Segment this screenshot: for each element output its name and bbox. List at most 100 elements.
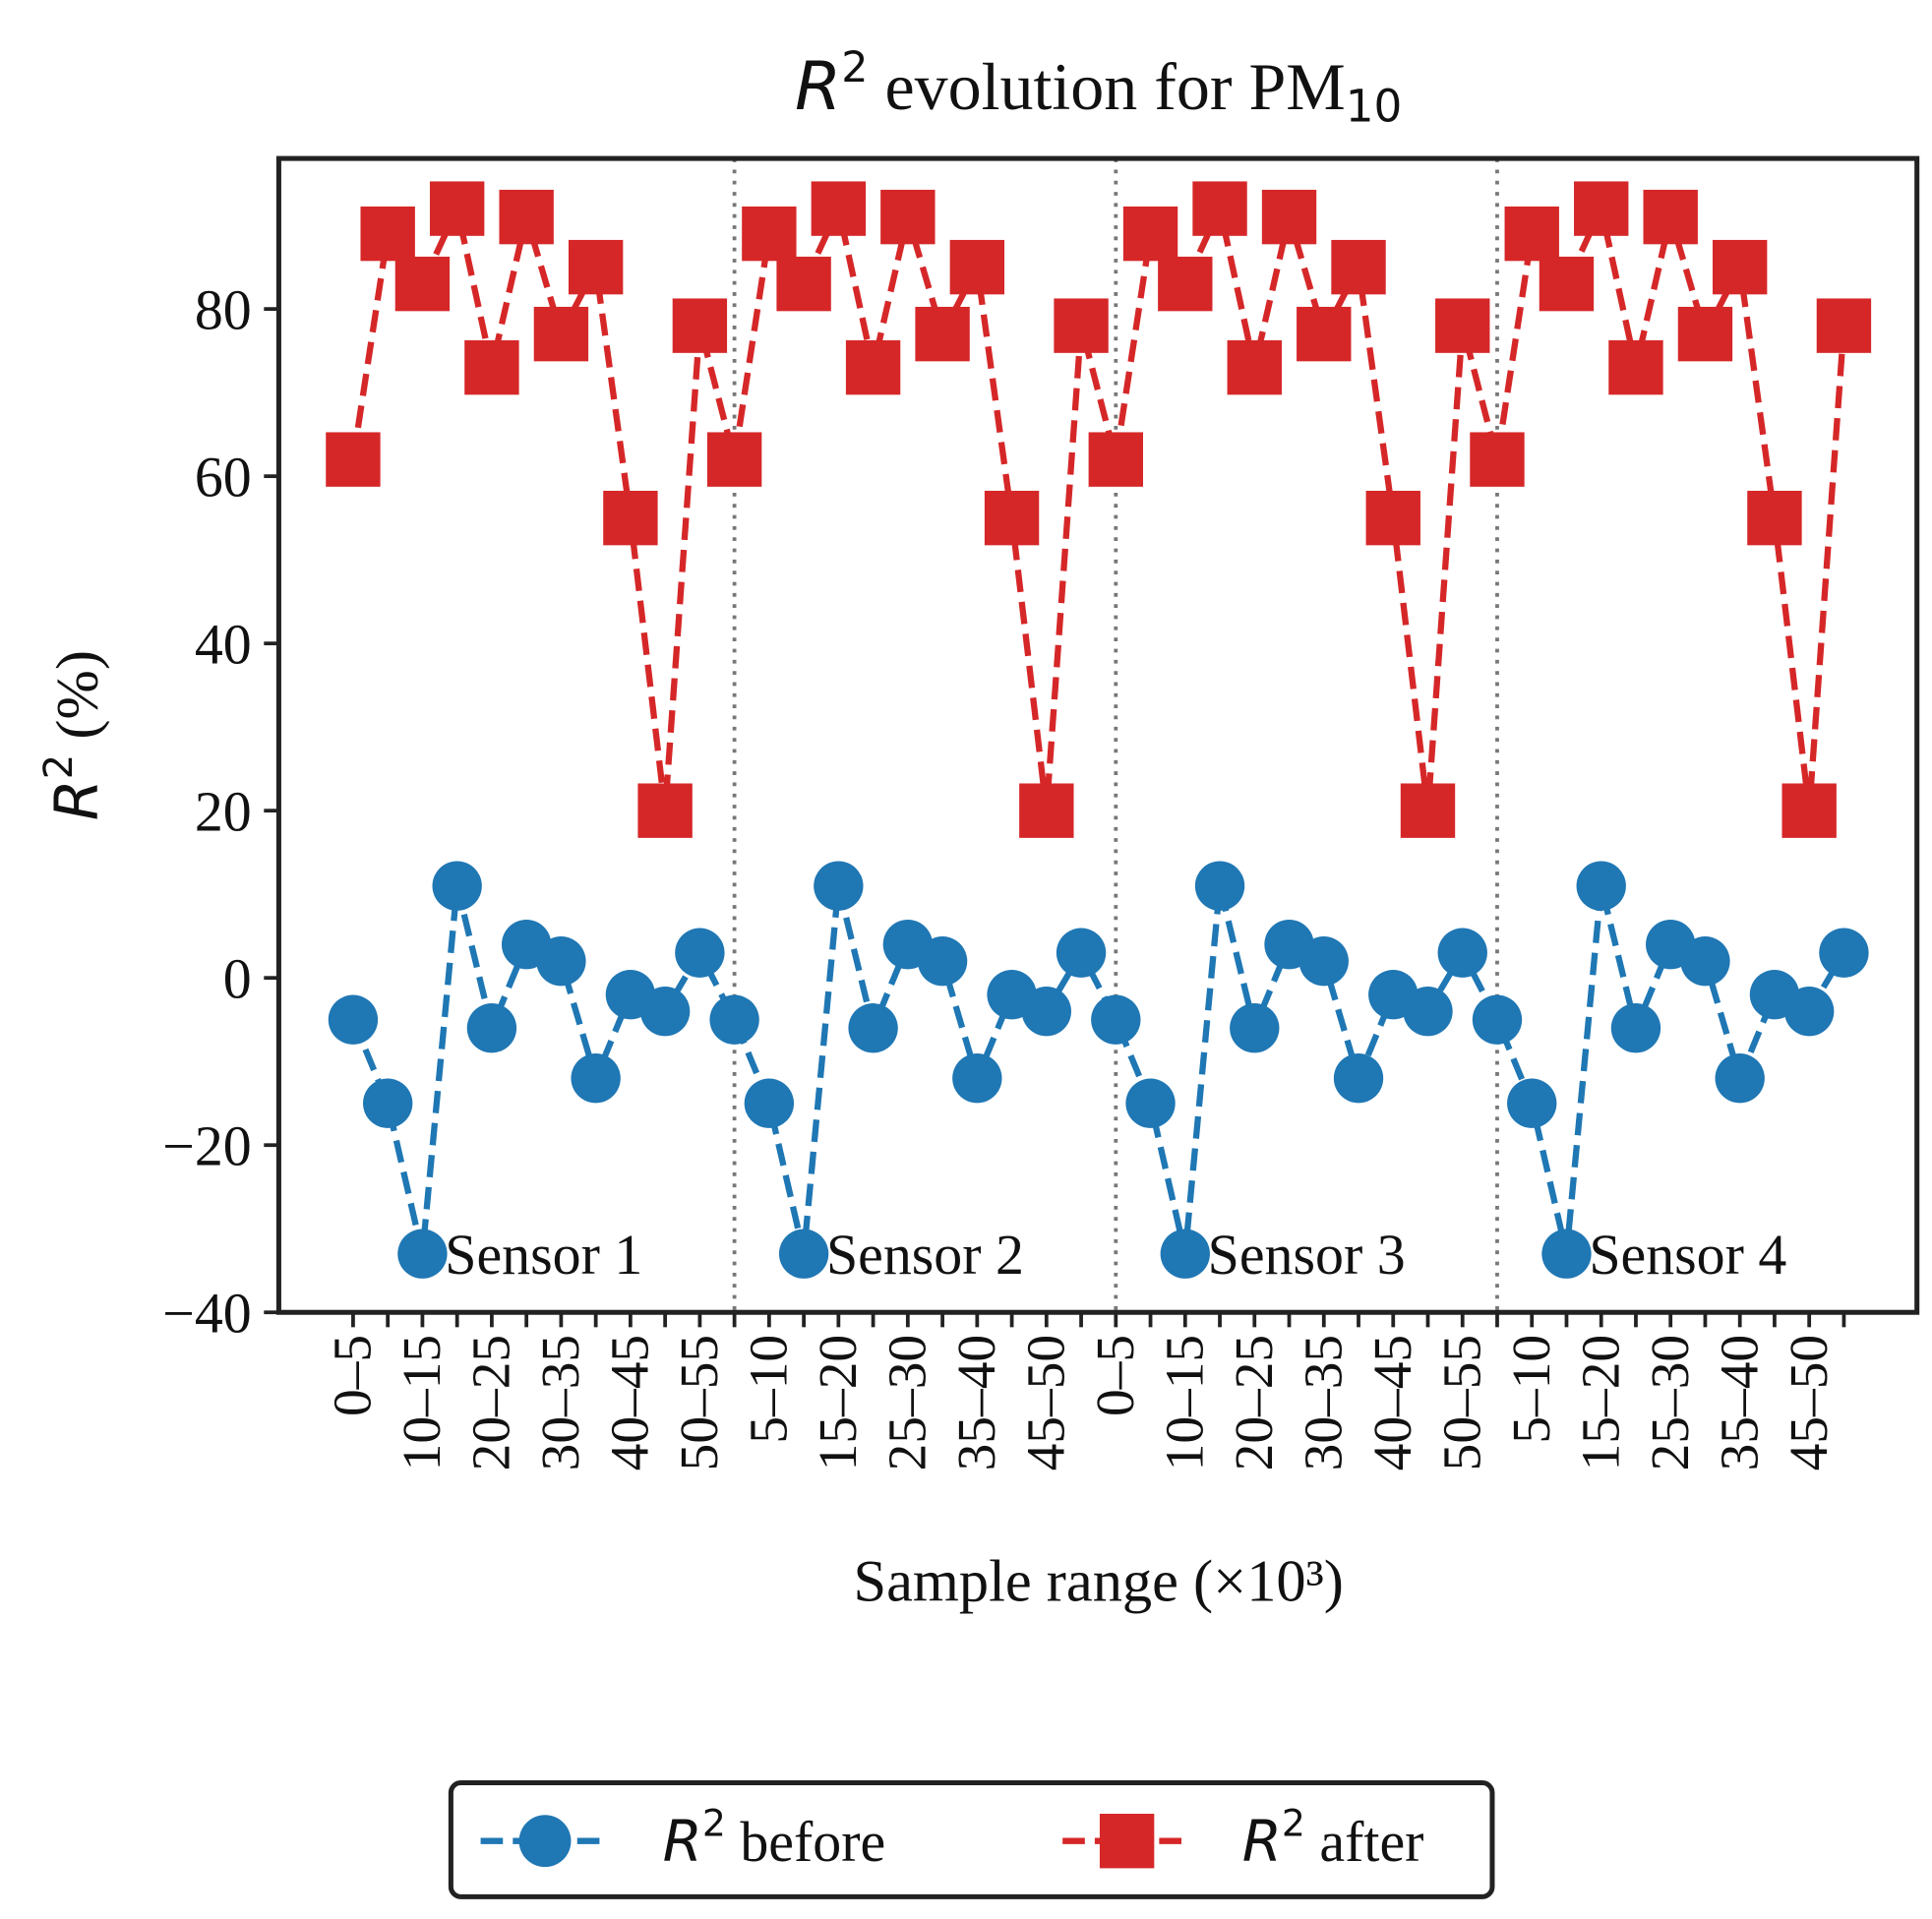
data-point-after — [637, 783, 693, 838]
legend-entry-before: R2 before — [480, 1802, 886, 1875]
x-tick-label: 5–10 — [1501, 1335, 1561, 1444]
x-tick-label: 50–55 — [1431, 1335, 1491, 1470]
sensor-label: Sensor 3 — [1208, 1223, 1406, 1287]
x-tick-label: 10–15 — [392, 1335, 452, 1470]
legend-marker-circle — [518, 1815, 572, 1868]
data-point-after — [1781, 783, 1837, 838]
legend-frame — [448, 1780, 1495, 1899]
series-line-before — [350, 884, 1847, 1255]
data-point-after — [1816, 298, 1872, 353]
data-point-after — [1122, 206, 1178, 262]
data-point-before — [1610, 1003, 1661, 1053]
data-point-after — [1504, 206, 1559, 262]
chart-title: R2 evolution for PM10 — [795, 43, 1402, 132]
data-point-after — [464, 339, 519, 395]
data-point-after — [949, 239, 1005, 295]
legend: R2 before R2 after — [448, 1780, 1495, 1899]
data-point-before — [466, 1003, 517, 1053]
data-point-after — [429, 181, 485, 236]
data-point-before — [1437, 928, 1487, 978]
x-tick-label: 45–50 — [1779, 1335, 1839, 1470]
x-tick-label: 0–5 — [1085, 1335, 1145, 1416]
data-point-before — [744, 1078, 795, 1128]
x-tick-label: 0–5 — [323, 1335, 383, 1416]
y-tick-label: −20 — [162, 1113, 252, 1177]
x-tick-label: 15–20 — [1570, 1335, 1630, 1470]
data-point-before — [1507, 1078, 1557, 1128]
data-point-after — [1470, 432, 1525, 487]
data-point-after — [984, 490, 1040, 546]
data-point-before — [328, 994, 379, 1045]
data-point-after — [1400, 783, 1456, 838]
data-point-after — [1158, 256, 1213, 312]
data-point-before — [1541, 1229, 1592, 1279]
data-point-after — [1643, 189, 1698, 245]
data-point-after — [742, 206, 797, 262]
data-point-after — [326, 432, 381, 487]
data-point-before — [1056, 928, 1107, 978]
plot-area: Sensor 1 Sensor 2 Sensor 3 Sensor 4 — [326, 158, 1872, 1313]
data-point-after — [1608, 339, 1663, 395]
y-tick-label: 40 — [195, 612, 252, 676]
y-axis-label: R2 (%) — [36, 650, 111, 820]
x-axis: 0–5 10–15 20–25 30–35 40–45 50–55 5–10 15–20 25–… — [323, 1312, 1846, 1470]
data-point-after — [1574, 181, 1629, 236]
data-point-before — [1819, 928, 1869, 978]
sensor-label: Sensor 4 — [1589, 1223, 1786, 1287]
data-point-after — [533, 306, 589, 362]
data-point-after — [1747, 490, 1802, 546]
data-point-after — [880, 189, 936, 245]
legend-marker-square — [1099, 1814, 1155, 1869]
y-tick-label: −40 — [162, 1281, 252, 1345]
y-axis: −40 −20 0 20 40 60 80 — [162, 277, 279, 1345]
data-point-after — [776, 256, 831, 312]
x-tick-label: 35–40 — [1709, 1335, 1769, 1470]
data-point-after — [1677, 306, 1733, 362]
legend-label-after: R2 after — [1242, 1802, 1424, 1875]
data-point-before — [1715, 1053, 1765, 1104]
data-point-after — [499, 189, 554, 245]
y-tick-label: 80 — [195, 277, 252, 341]
data-point-before — [1194, 861, 1245, 911]
x-tick-label: 25–30 — [1640, 1335, 1700, 1470]
data-point-before — [1125, 1078, 1176, 1128]
data-point-after — [1227, 339, 1282, 395]
x-tick-label: 20–25 — [461, 1335, 521, 1470]
data-point-after — [915, 306, 970, 362]
data-point-before — [432, 861, 482, 911]
data-point-before — [1784, 987, 1835, 1037]
data-point-after — [811, 181, 867, 236]
data-point-after — [568, 239, 624, 295]
x-tick-label: 10–15 — [1154, 1335, 1214, 1470]
data-point-after — [706, 432, 762, 487]
data-point-before — [848, 1003, 898, 1053]
x-tick-label: 50–55 — [669, 1335, 729, 1470]
data-point-before — [571, 1053, 621, 1104]
data-point-after — [1435, 298, 1490, 353]
data-point-after — [1192, 181, 1247, 236]
x-tick-label: 5–10 — [738, 1335, 798, 1444]
x-tick-label: 25–30 — [876, 1335, 936, 1470]
data-point-before — [952, 1053, 1002, 1104]
data-point-before — [814, 861, 864, 911]
data-point-before — [675, 928, 725, 978]
data-point-before — [1403, 987, 1453, 1037]
x-tick-label: 30–35 — [1293, 1335, 1353, 1470]
data-point-after — [672, 298, 728, 353]
legend-label-before: R2 before — [663, 1802, 886, 1875]
axes-frame — [275, 155, 1920, 1315]
data-point-after — [1539, 256, 1595, 312]
y-tick-label: 60 — [195, 445, 252, 509]
data-point-before — [1576, 861, 1626, 911]
x-tick-label: 15–20 — [808, 1335, 868, 1470]
data-point-before — [1091, 994, 1141, 1045]
x-tick-label: 40–45 — [1362, 1335, 1422, 1470]
data-point-after — [1365, 490, 1420, 546]
x-tick-label: 40–45 — [600, 1335, 660, 1470]
data-point-after — [1331, 239, 1386, 295]
data-point-before — [1021, 987, 1071, 1037]
data-point-before — [1160, 1229, 1210, 1279]
data-point-after — [1088, 432, 1143, 487]
data-point-before — [1333, 1053, 1384, 1104]
data-point-after — [1054, 298, 1109, 353]
